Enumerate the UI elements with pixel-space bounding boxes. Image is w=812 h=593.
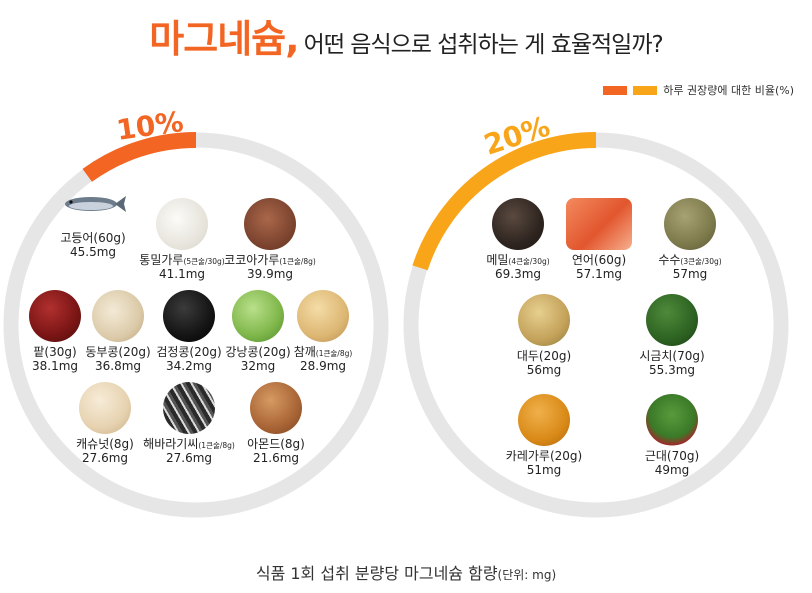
ring-percent-arc: [82, 132, 197, 182]
food-amount: 28.9mg: [299, 359, 347, 373]
food-amount: 27.6mg: [81, 451, 129, 465]
food-name: 카레가루(20g): [505, 449, 583, 463]
food-item: 아몬드(8g) 21.6mg: [226, 382, 326, 465]
food-name: 메밀(4큰술/30g): [486, 253, 550, 267]
food-name: 해바라기씨(1큰술/8g): [143, 437, 235, 451]
food-name: 연어(60g): [571, 253, 627, 267]
cocoa-powder-icon: [244, 198, 296, 250]
soybean-icon: [518, 294, 570, 346]
food-amount: 34.2mg: [165, 359, 213, 373]
cashew-icon: [79, 382, 131, 434]
food-amount: 56mg: [526, 363, 562, 377]
food-name: 고등어(60g): [60, 231, 126, 245]
food-item: 고등어(60g) 45.5mg: [43, 176, 143, 259]
food-amount: 41.1mg: [158, 267, 206, 281]
food-name: 참깨(1큰술/8g): [293, 345, 353, 359]
food-item: 해바라기씨(1큰술/8g) 27.6mg: [139, 382, 239, 465]
food-item: 캐슈넛(8g) 27.6mg: [55, 382, 155, 465]
food-item: 통밀가루(5큰술/30g) 41.1mg: [132, 198, 232, 281]
food-item: 팥(30g) 38.1mg: [5, 290, 105, 373]
spinach-icon: [646, 294, 698, 346]
food-item: 메밀(4큰술/30g) 69.3mg: [468, 198, 568, 281]
food-item: 검정콩(20g) 34.2mg: [139, 290, 239, 373]
food-amount: 27.6mg: [165, 451, 213, 465]
food-name: 근대(70g): [644, 449, 700, 463]
food-item: 카레가루(20g) 51mg: [494, 394, 594, 477]
food-amount: 57.1mg: [575, 267, 623, 281]
food-amount: 36.8mg: [94, 359, 142, 373]
buckwheat-icon: [492, 198, 544, 250]
food-item: 코코아가루(1큰술/8g) 39.9mg: [220, 198, 320, 281]
food-name: 동부콩(20g): [85, 345, 151, 359]
food-name: 대두(20g): [516, 349, 572, 363]
ring-percent-arc: [412, 132, 597, 271]
black-bean-icon: [163, 290, 215, 342]
food-item: 수수(3큰술/30g) 57mg: [640, 198, 740, 281]
sorghum-icon: [664, 198, 716, 250]
food-name: 수수(3큰술/30g): [658, 253, 722, 267]
food-item: 동부콩(20g) 36.8mg: [68, 290, 168, 373]
food-name: 아몬드(8g): [247, 437, 305, 451]
food-amount: 21.6mg: [252, 451, 300, 465]
food-name: 시금치(70g): [639, 349, 705, 363]
legend-label: 하루 권장량에 대한 비율(%): [663, 84, 794, 97]
caption-unit: (단위: mg): [497, 568, 557, 582]
sesame-icon: [297, 290, 349, 342]
flour-icon: [156, 198, 208, 250]
red-bean-icon: [29, 290, 81, 342]
food-item: 강낭콩(20g) 32mg: [208, 290, 308, 373]
food-amount: 51mg: [526, 463, 562, 477]
food-item: 참깨(1큰술/8g) 28.9mg: [273, 290, 373, 373]
legend-swatch-orange: [603, 85, 628, 95]
title-rest: 어떤 음식으로 섭취하는 게 효율적일까?: [303, 32, 664, 58]
mackerel-icon: [65, 176, 126, 228]
food-name: 팥(30g): [33, 345, 77, 359]
chard-icon: [646, 394, 698, 446]
legend: 하루 권장량에 대한 비율(%): [603, 82, 794, 98]
food-amount: 55.3mg: [648, 363, 696, 377]
food-item: 근대(70g) 49mg: [622, 394, 722, 477]
legend-swatch-yellow: [633, 85, 658, 95]
food-name: 강낭콩(20g): [225, 345, 291, 359]
food-amount: 57mg: [672, 267, 708, 281]
food-name: 검정콩(20g): [156, 345, 222, 359]
salmon-icon: [566, 198, 632, 250]
curry-powder-icon: [518, 394, 570, 446]
food-amount: 45.5mg: [69, 245, 117, 259]
food-item: 연어(60g) 57.1mg: [549, 198, 649, 281]
food-amount: 39.9mg: [246, 267, 294, 281]
cowpea-icon: [92, 290, 144, 342]
green-pea-icon: [232, 290, 284, 342]
food-amount: 69.3mg: [494, 267, 542, 281]
food-amount: 49mg: [654, 463, 690, 477]
chart-caption: 식품 1회 섭취 분량당 마그네슘 함량(단위: mg): [0, 560, 812, 584]
food-item: 대두(20g) 56mg: [494, 294, 594, 377]
food-name: 코코아가루(1큰술/8g): [224, 253, 316, 267]
food-amount: 32mg: [240, 359, 276, 373]
food-name: 통밀가루(5큰술/30g): [139, 253, 225, 267]
page-title: 마그네슘, 어떤 음식으로 섭취하는 게 효율적일까?: [0, 8, 812, 63]
caption-main: 식품 1회 섭취 분량당 마그네슘 함량: [255, 564, 498, 583]
food-name: 캐슈넛(8g): [76, 437, 134, 451]
food-amount: 38.1mg: [31, 359, 79, 373]
title-highlight: 마그네슘,: [149, 17, 299, 61]
food-item: 시금치(70g) 55.3mg: [622, 294, 722, 377]
almond-icon: [250, 382, 302, 434]
sunflower-seed-icon: [163, 382, 215, 434]
